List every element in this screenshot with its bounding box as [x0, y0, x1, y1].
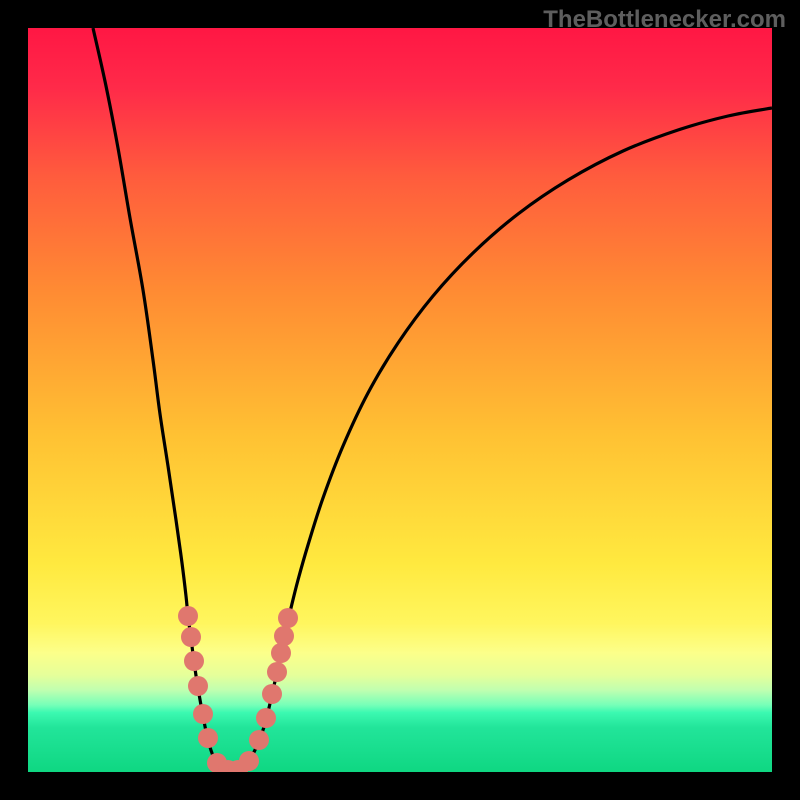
- data-marker: [184, 651, 204, 671]
- data-marker: [256, 708, 276, 728]
- data-marker: [181, 627, 201, 647]
- data-marker: [249, 730, 269, 750]
- data-marker: [188, 676, 208, 696]
- data-marker: [267, 662, 287, 682]
- data-marker: [198, 728, 218, 748]
- data-marker: [278, 608, 298, 628]
- data-marker: [239, 751, 259, 771]
- data-marker: [178, 606, 198, 626]
- data-marker: [271, 643, 291, 663]
- data-marker: [262, 684, 282, 704]
- plot-svg: [28, 28, 772, 772]
- data-marker: [193, 704, 213, 724]
- data-markers: [178, 606, 298, 772]
- data-marker: [274, 626, 294, 646]
- chart-frame: TheBottlenecker.com: [0, 0, 800, 800]
- watermark-text: TheBottlenecker.com: [543, 6, 786, 34]
- plot-area: [28, 28, 772, 772]
